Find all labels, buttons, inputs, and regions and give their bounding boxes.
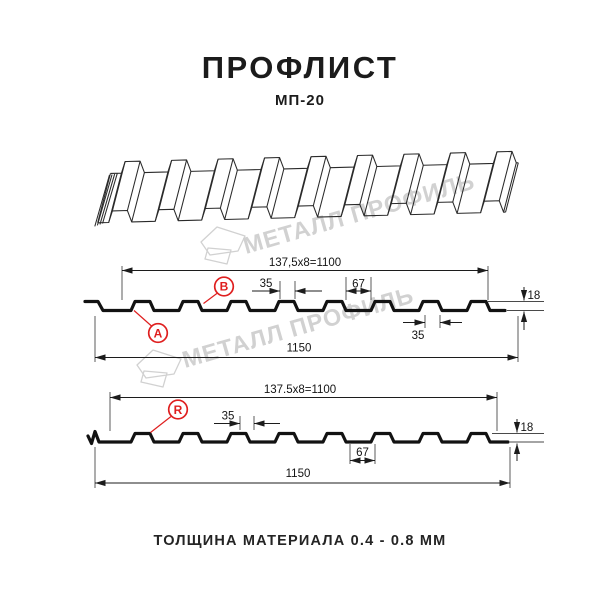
brand-logo-icon xyxy=(200,226,246,265)
rib-top-dimension: 35 xyxy=(260,278,273,290)
brand-watermark-middle: МЕТАЛЛ ПРОФИЛЬ xyxy=(136,282,417,388)
sheet-3d-back-edge xyxy=(110,150,519,174)
page-title: ПРОФЛИСТ xyxy=(201,50,399,85)
material-thickness-note: ТОЛЩИНА МАТЕРИАЛА 0.4 - 0.8 ММ xyxy=(153,533,447,549)
cross-section-1: 137,5x8=1100 B A 35 67 35 xyxy=(83,257,544,362)
callout-b-circle xyxy=(213,276,235,297)
module-dimension: 137.5x8=1100 xyxy=(264,384,336,396)
header: ПРОФЛИСТ МП-20 xyxy=(0,52,600,109)
cross-section-2: 137.5x8=1100 R 35 67 18 1150 xyxy=(86,384,544,488)
callout-r-label: R xyxy=(174,403,183,417)
sheet-3d-rib-edges xyxy=(97,151,519,223)
callout-b-label: B xyxy=(220,280,229,294)
rib-top-dimension: 35 xyxy=(222,411,235,423)
height-dimension: 18 xyxy=(521,422,534,434)
callout-a-label: A xyxy=(154,326,163,340)
overall-width-dimension: 1150 xyxy=(286,468,311,480)
sheet-3d-end-hatch xyxy=(94,173,118,227)
lower-rib-dimension: 35 xyxy=(412,330,425,342)
brand-logo-icon xyxy=(136,349,182,388)
sheet-3d-view xyxy=(94,150,519,227)
overall-width-dimension: 1150 xyxy=(287,343,312,355)
profile-model-label: МП-20 xyxy=(275,92,325,109)
module-dimension: 137,5x8=1100 xyxy=(269,257,341,269)
brand-watermark-top: МЕТАЛЛ ПРОФИЛЬ xyxy=(200,168,478,265)
valley-dimension: 67 xyxy=(352,279,365,291)
profile-outline-1 xyxy=(83,299,507,313)
sheet-3d-front-edge xyxy=(97,200,506,224)
callout-a-circle xyxy=(147,322,169,344)
height-dimension: 18 xyxy=(528,290,541,302)
valley-dimension: 67 xyxy=(356,447,369,459)
callout-r-circle xyxy=(167,399,189,420)
profile-outline-2 xyxy=(86,429,510,446)
